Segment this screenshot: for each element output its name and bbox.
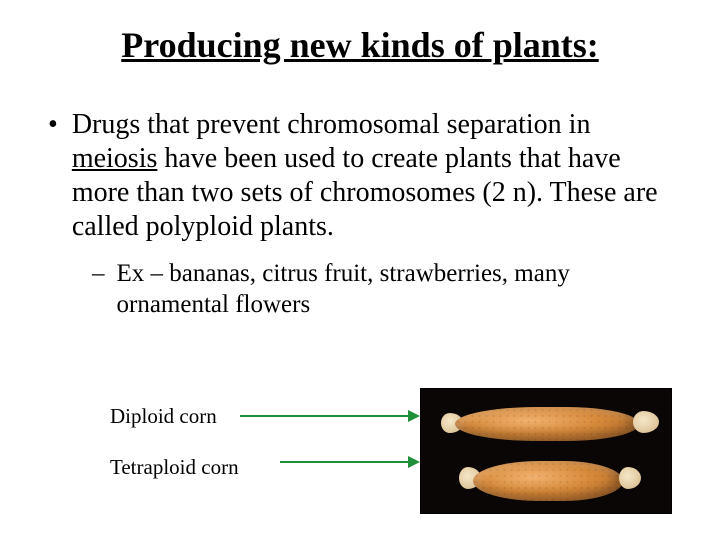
corn1-tassel-right [633,411,659,433]
kernels-texture [455,407,639,441]
slide: Producing new kinds of plants: • Drugs t… [0,0,720,540]
bullet-text: Drugs that prevent chromosomal separatio… [72,108,668,244]
corn-diploid [455,407,639,441]
figure-area: Diploid corn Tetraploid corn [0,388,720,528]
bullet-item: • Drugs that prevent chromosomal separat… [48,108,668,244]
bullet-marker: • [48,108,58,142]
bullet-text-pre: Drugs that prevent chromosomal separatio… [72,109,591,140]
corn-tetraploid [473,461,623,501]
arrow-diploid [240,415,410,417]
slide-title: Producing new kinds of plants: [40,24,680,66]
corn-photo [420,388,672,514]
corn2-tassel-right [619,467,641,489]
sub-bullet-text: Ex – bananas, citrus fruit, strawberries… [117,258,681,320]
sub-bullet-marker: – [92,258,105,289]
label-tetraploid: Tetraploid corn [110,455,330,480]
arrow-tetraploid [280,461,410,463]
sub-bullet-item: – Ex – bananas, citrus fruit, strawberri… [92,258,680,320]
bullet-text-post: have been used to create plants that hav… [72,143,658,242]
bullet-text-meiosis: meiosis [72,143,158,174]
kernels-texture [473,461,623,501]
